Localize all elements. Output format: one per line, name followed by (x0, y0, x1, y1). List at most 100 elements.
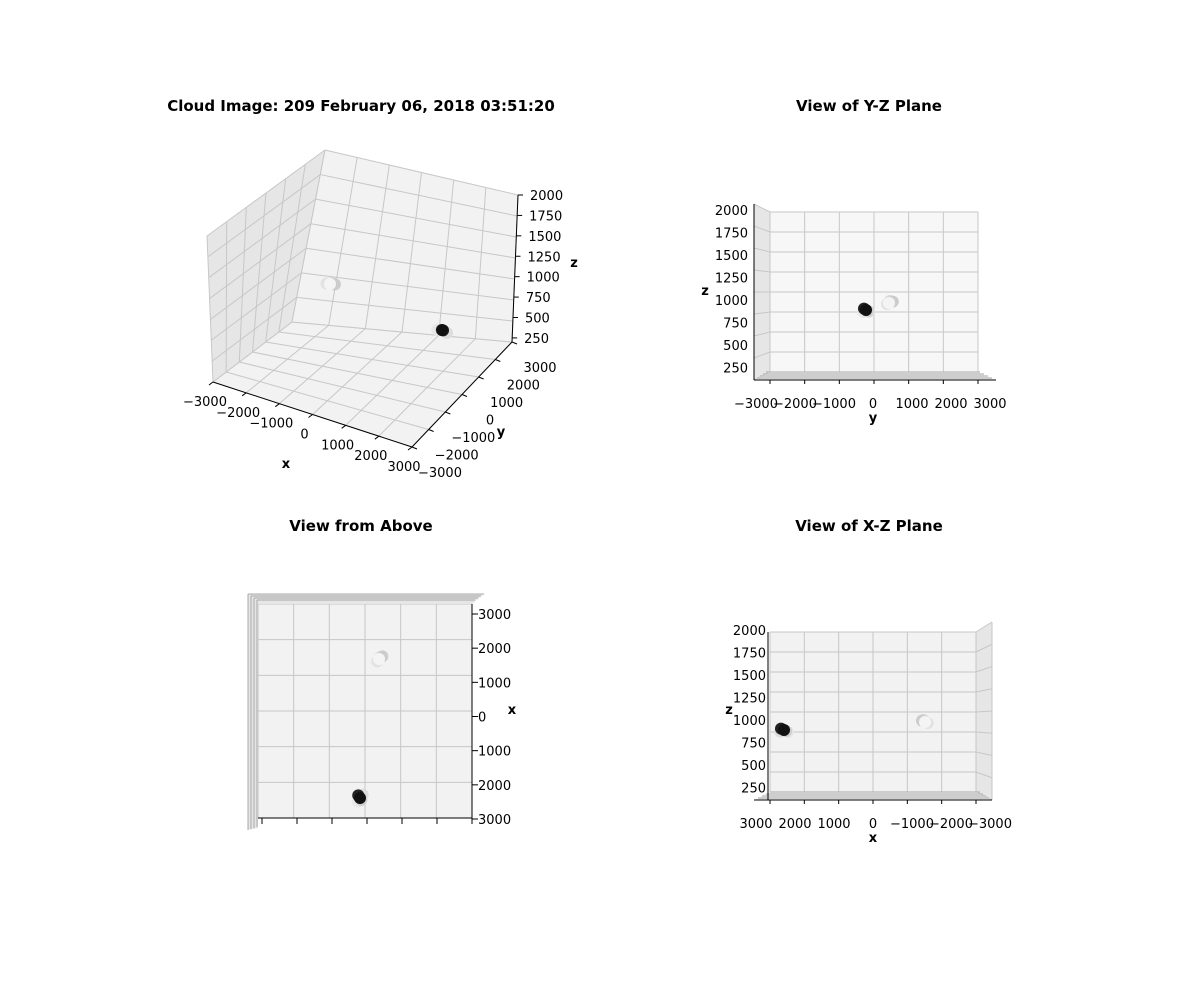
iso-x-tick-label: 0 (300, 428, 308, 443)
iso-y-tick (511, 341, 518, 345)
iso-back-wall-gridline (474, 187, 487, 339)
iso-left-wall-gridline (211, 297, 298, 362)
xz-x-tick-label: −1000 (890, 817, 934, 832)
iso-left-wall-gridline (209, 223, 312, 299)
yz-side-wall-gridline (753, 225, 771, 233)
xz-side-wall-gridline (975, 666, 993, 673)
iso-x-tick-label: 3000 (387, 460, 420, 475)
yz-z-tick-label: 1750 (715, 227, 748, 242)
yz-side-wall-gridline (753, 203, 771, 213)
top-title: View from Above (289, 517, 433, 535)
iso-left-wall-gridline (225, 221, 228, 373)
top-cloud-point (373, 653, 385, 665)
iso-floor-gridline (239, 361, 446, 413)
iso-x-tick (275, 403, 280, 408)
iso-left-wall-gridline (210, 247, 307, 320)
yz-y-tick-label: 0 (869, 397, 877, 412)
yz-side-wall-gridline (753, 247, 771, 253)
iso-z-tick-label: 250 (524, 332, 549, 347)
yz-y-tick-label: 1000 (895, 397, 928, 412)
iso-left-wall-gridline (238, 207, 247, 363)
xz-x-tick-label: 2000 (778, 817, 811, 832)
top-x-tick-label: 2000 (478, 779, 511, 794)
iso-left-wall-gridline (207, 174, 321, 258)
xz-z-tick-label: 250 (741, 782, 766, 797)
iso-floor-gridline (278, 331, 496, 360)
yz-side-wall-gridline (753, 311, 771, 315)
xz-z-tick-label: 1250 (733, 692, 766, 707)
xz-cloud-point (919, 716, 931, 728)
iso-left-wall-gridline (265, 178, 287, 343)
iso-back-wall-gridline (320, 174, 518, 217)
iso-back-wall-gridline (438, 179, 455, 336)
xz-side-wall-gridline (975, 710, 993, 713)
iso-y-tick (478, 376, 484, 380)
iso-back-wall-gridline (315, 198, 517, 238)
xz-z-axis-label: z (725, 703, 733, 718)
iso-x-tick (374, 435, 380, 440)
xz-z-tick-label: 500 (741, 759, 766, 774)
iso-back-wall (292, 150, 518, 342)
xz-z-tick-label: 750 (741, 737, 766, 752)
xz-x-tick-label: 3000 (739, 817, 772, 832)
xz-side-wall-gridline (975, 688, 993, 693)
xz-z-tick-label: 1000 (733, 714, 766, 729)
iso-x-tick (308, 414, 313, 418)
top-view-plot: 3000 2000 1000 0 1000 2000 3000 x (247, 593, 517, 830)
iso-y-tick-label: 1000 (490, 396, 523, 411)
iso-cloud-point (436, 324, 448, 336)
iso-x-tick-label: −2000 (216, 406, 260, 421)
iso-back-wall-gridline (310, 223, 516, 259)
iso-title: Cloud Image: 209 February 06, 2018 03:51… (167, 97, 555, 115)
iso-back-wall-gridline (301, 272, 514, 301)
iso-y-tick-label: 0 (486, 414, 494, 429)
top-x-tick-label: 2000 (478, 642, 511, 657)
yz-y-axis-label: y (869, 411, 878, 426)
top-x-tick-label: 1000 (478, 676, 511, 691)
iso-y-tick-label: −1000 (451, 431, 495, 446)
yz-y-tick-label: −1000 (812, 397, 856, 412)
iso-y-tick (445, 411, 451, 415)
yz-title: View of Y-Z Plane (796, 97, 942, 115)
xz-side-wall-gridline (975, 751, 993, 756)
yz-z-axis-label: z (701, 284, 709, 299)
xz-x-tick-label: 0 (869, 817, 877, 832)
iso-x-tick-label: 1000 (321, 438, 354, 453)
iso-z-tick-label: 2000 (530, 189, 563, 204)
iso-y-tick (495, 359, 501, 362)
iso-y-tick (411, 446, 418, 450)
iso-3d-plot: −3000−2000−10000100020003000300020001000… (183, 149, 578, 481)
iso-left-wall-gridline (252, 192, 267, 353)
yz-y-tick-label: −2000 (773, 397, 817, 412)
iso-x-axis-label: x (282, 457, 291, 472)
top-x-tick-label: 1000 (478, 745, 511, 760)
iso-left-wall-gridline (278, 164, 306, 333)
iso-back-wall-gridline (306, 247, 515, 280)
iso-left-wall-gridline (206, 149, 326, 237)
yz-z-tick-label: 1250 (715, 272, 748, 287)
iso-z-tick-label: 1500 (528, 230, 561, 245)
yz-y-tick-label: −3000 (734, 397, 778, 412)
top-x-axis-label: x (508, 703, 517, 718)
yz-z-tick-label: 750 (723, 317, 748, 332)
iso-x-tick (407, 446, 413, 451)
iso-z-tick-label: 1000 (527, 271, 560, 286)
iso-z-tick-label: 500 (525, 312, 550, 327)
iso-y-tick (461, 394, 468, 397)
iso-z-tick-label: 750 (526, 291, 551, 306)
yz-z-tick-label: 1500 (715, 249, 748, 264)
iso-y-tick (428, 429, 434, 432)
xz-side-wall-gridline (975, 771, 993, 779)
iso-x-tick (241, 392, 247, 397)
iso-y-tick-label: −2000 (435, 449, 479, 464)
iso-left-wall-gridline (206, 235, 214, 383)
iso-back-wall-gridline (364, 164, 390, 329)
xz-x-tick-label: −2000 (929, 817, 973, 832)
iso-z-tick-label: 1750 (529, 209, 562, 224)
top-x-tick-label: 3000 (478, 813, 511, 828)
top-cloud-point (354, 792, 366, 804)
yz-z-tick-label: 250 (723, 362, 748, 377)
iso-x-tick-label: 2000 (354, 449, 387, 464)
xz-side-wall-gridline (975, 643, 993, 653)
